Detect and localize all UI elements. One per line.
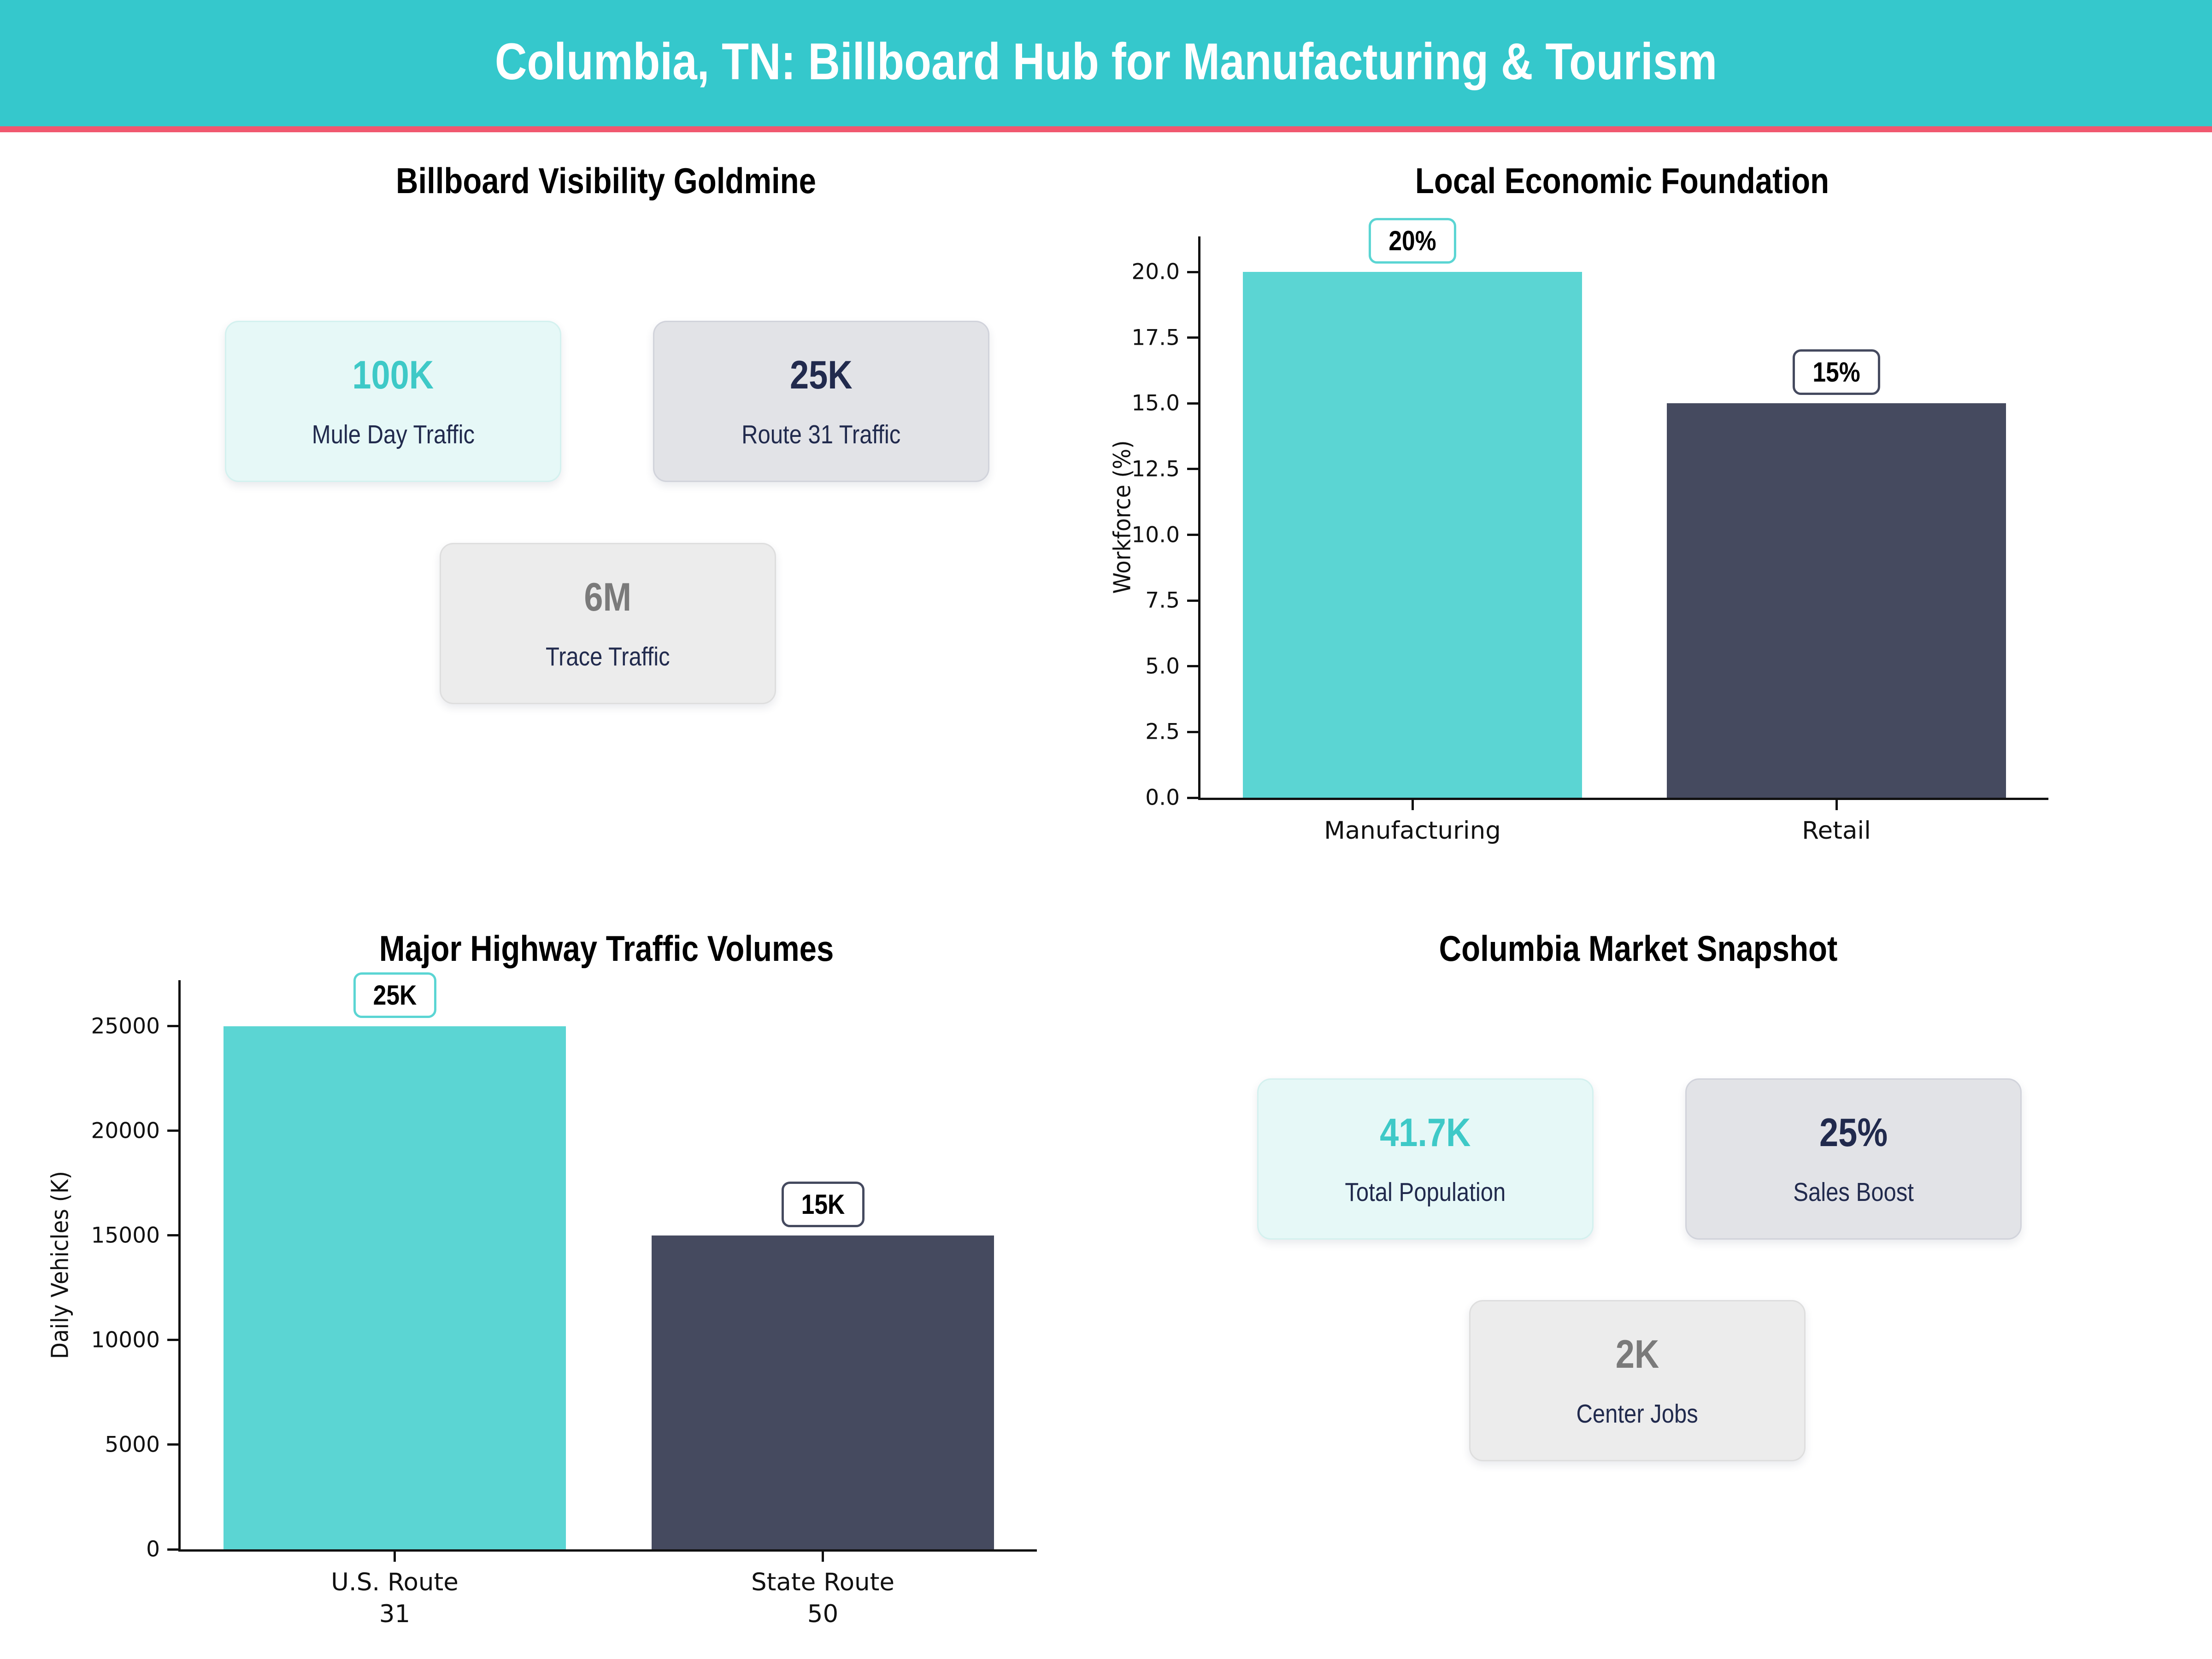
- x-tick-mark: [822, 1549, 824, 1562]
- stat-label-text: Center Jobs: [1576, 1399, 1699, 1429]
- stat-value: 2K: [1612, 1335, 1663, 1374]
- y-tick-mark: [1187, 468, 1198, 471]
- stat-label-text: Trace Traffic: [546, 641, 670, 671]
- stat-value-text: 25%: [1819, 1110, 1888, 1155]
- y-tick-label: 20.0: [1131, 259, 1180, 285]
- y-tick-mark: [167, 1548, 178, 1551]
- stat-card-sales-boost: 25% Sales Boost: [1685, 1078, 2022, 1240]
- bar-value-label-text: 15%: [1812, 357, 1860, 388]
- y-tick-label: 17.5: [1131, 325, 1180, 351]
- market-section-title: Columbia Market Snapshot: [1217, 930, 2060, 968]
- y-tick-mark: [167, 1025, 178, 1028]
- y-tick-label: 12.5: [1131, 456, 1180, 482]
- stat-value: 41.7K: [1372, 1113, 1478, 1153]
- y-tick-mark: [1187, 796, 1198, 799]
- economy-plot-area: 0.0 2.5 5.0 7.5 10.0 12.5 15.0 17.5 20.0 20% Manuf…: [1131, 218, 2048, 845]
- economy-chart-title: Local Economic Foundation: [1198, 162, 2046, 200]
- bar-u.s.-route-31: [223, 1026, 566, 1549]
- y-tick-mark: [167, 1130, 178, 1132]
- stat-card-center-jobs: 2K Center Jobs: [1469, 1300, 1806, 1461]
- stat-label-text: Sales Boost: [1793, 1177, 1914, 1207]
- header-banner: Columbia, TN: Billboard Hub for Manufact…: [0, 0, 2212, 126]
- y-tick-label: 10.0: [1131, 522, 1180, 547]
- traffic-chart-title: Major Highway Traffic Volumes: [178, 930, 1035, 968]
- billboard-section-title: Billboard Visibility Goldmine: [138, 162, 1074, 200]
- y-tick-label: 0.0: [1145, 785, 1180, 811]
- stat-label: Route 31 Traffic: [729, 419, 913, 449]
- y-tick-label: 20000: [91, 1118, 160, 1144]
- stat-label-text: Total Population: [1345, 1177, 1506, 1207]
- bar-value-label-text: 20%: [1388, 225, 1436, 257]
- stat-value-text: 41.7K: [1380, 1110, 1471, 1155]
- x-tick-mark: [1411, 798, 1414, 810]
- y-tick-mark: [1187, 271, 1198, 273]
- y-tick-label: 5000: [105, 1432, 160, 1458]
- bar-value-label: 20%: [1368, 218, 1457, 264]
- y-tick-mark: [1187, 599, 1198, 602]
- page-title-text: Columbia, TN: Billboard Hub for Manufact…: [494, 33, 1718, 90]
- stat-label: Trace Traffic: [535, 641, 680, 671]
- bar-value-label-text: 25K: [373, 979, 417, 1011]
- stat-value: 6M: [580, 577, 635, 617]
- y-tick-mark: [167, 1234, 178, 1237]
- billboard-section-title-text: Billboard Visibility Goldmine: [396, 160, 816, 201]
- stat-card-mule-day-traffic: 100K Mule Day Traffic: [225, 321, 561, 482]
- stat-card-trace-traffic: 6M Trace Traffic: [440, 543, 776, 704]
- stat-label: Sales Boost: [1783, 1179, 1924, 1206]
- bar-retail: [1667, 403, 2006, 798]
- bar-value-label-text: 15K: [801, 1188, 845, 1220]
- y-axis-label: Workforce (%): [1109, 440, 1136, 594]
- stat-value-text: 2K: [1615, 1332, 1659, 1377]
- y-tick-label: 2.5: [1145, 719, 1180, 745]
- traffic-chart-title-text: Major Highway Traffic Volumes: [379, 928, 834, 969]
- bar-value-label: 15%: [1792, 349, 1881, 395]
- y-tick-label: 25000: [91, 1013, 160, 1039]
- stat-value: 100K: [346, 355, 441, 395]
- bar-state-route-50: [651, 1235, 994, 1549]
- header-divider: [0, 126, 2212, 132]
- stat-card-route-31-traffic: 25K Route 31 Traffic: [653, 321, 989, 482]
- y-tick-mark: [167, 1443, 178, 1446]
- stat-value-text: 100K: [352, 353, 434, 397]
- x-tick-label: U.S. Route 31: [331, 1568, 459, 1628]
- y-tick-mark: [1187, 730, 1198, 733]
- y-tick-mark: [1187, 402, 1198, 405]
- y-tick-mark: [1187, 665, 1198, 668]
- y-tick-label: 5.0: [1145, 653, 1180, 679]
- page-title: Columbia, TN: Billboard Hub for Manufact…: [0, 0, 2212, 88]
- y-tick-mark: [167, 1339, 178, 1341]
- bar-value-label: 15K: [781, 1181, 865, 1227]
- stat-value: 25%: [1814, 1113, 1893, 1153]
- x-tick-mark: [394, 1549, 396, 1562]
- x-tick-label: State Route 50: [751, 1568, 894, 1628]
- x-tick-label: Manufacturing: [1324, 817, 1501, 845]
- y-tick-mark: [1187, 336, 1198, 339]
- y-tick-label: 0: [146, 1536, 160, 1562]
- x-tick-mark: [1835, 798, 1838, 810]
- x-tick-label: Retail: [1802, 817, 1871, 845]
- y-tick-label: 7.5: [1145, 588, 1180, 613]
- bar-manufacturing: [1243, 272, 1582, 798]
- stat-value-text: 25K: [790, 353, 853, 397]
- stat-label: Center Jobs: [1566, 1399, 1708, 1429]
- y-tick-label: 10000: [91, 1327, 160, 1353]
- stat-value-text: 6M: [584, 575, 632, 619]
- y-tick-label: 15.0: [1131, 390, 1180, 416]
- stat-label-text: Mule Day Traffic: [312, 419, 475, 449]
- market-section-title-text: Columbia Market Snapshot: [1439, 928, 1838, 969]
- bar-value-label: 25K: [353, 972, 436, 1018]
- stat-label: Total Population: [1332, 1179, 1519, 1206]
- y-tick-mark: [1187, 534, 1198, 536]
- y-axis-label: Daily Vehicles (K): [47, 1171, 74, 1359]
- traffic-plot-area: 0 5000 10000 15000 20000 25000 25K U.S. Route 3…: [91, 972, 1037, 1628]
- stat-label-text: Route 31 Traffic: [741, 419, 901, 449]
- stat-value: 25K: [785, 355, 858, 395]
- stat-label: Mule Day Traffic: [299, 419, 488, 449]
- y-tick-label: 15000: [91, 1223, 160, 1248]
- stat-card-total-population: 41.7K Total Population: [1257, 1078, 1594, 1240]
- economy-chart-title-text: Local Economic Foundation: [1415, 160, 1830, 201]
